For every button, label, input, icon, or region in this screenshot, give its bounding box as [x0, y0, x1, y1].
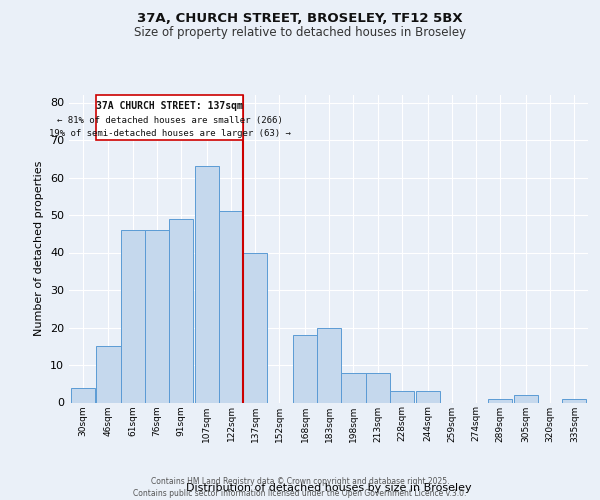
Text: Contains public sector information licensed under the Open Government Licence v.: Contains public sector information licen… [133, 489, 467, 498]
Y-axis label: Number of detached properties: Number of detached properties [34, 161, 44, 336]
Bar [390, 391, 414, 402]
Bar [488, 399, 512, 402]
Text: 37A CHURCH STREET: 137sqm: 37A CHURCH STREET: 137sqm [97, 100, 243, 110]
Bar [121, 230, 145, 402]
FancyBboxPatch shape [97, 95, 243, 140]
Text: 37A, CHURCH STREET, BROSELEY, TF12 5BX: 37A, CHURCH STREET, BROSELEY, TF12 5BX [137, 12, 463, 26]
Bar [243, 252, 267, 402]
Bar [169, 219, 193, 402]
Bar [97, 346, 121, 403]
Bar [293, 335, 317, 402]
Bar [219, 211, 243, 402]
Bar [341, 372, 365, 402]
Bar [365, 372, 390, 402]
Bar [514, 395, 538, 402]
Bar [562, 399, 586, 402]
Bar [71, 388, 95, 402]
Bar [145, 230, 169, 402]
Text: Size of property relative to detached houses in Broseley: Size of property relative to detached ho… [134, 26, 466, 39]
Text: Contains HM Land Registry data © Crown copyright and database right 2025.: Contains HM Land Registry data © Crown c… [151, 478, 449, 486]
Text: 19% of semi-detached houses are larger (63) →: 19% of semi-detached houses are larger (… [49, 128, 290, 138]
X-axis label: Distribution of detached houses by size in Broseley: Distribution of detached houses by size … [185, 484, 472, 494]
Bar [317, 328, 341, 402]
Bar [416, 391, 440, 402]
Bar [195, 166, 219, 402]
Text: ← 81% of detached houses are smaller (266): ← 81% of detached houses are smaller (26… [57, 116, 283, 124]
